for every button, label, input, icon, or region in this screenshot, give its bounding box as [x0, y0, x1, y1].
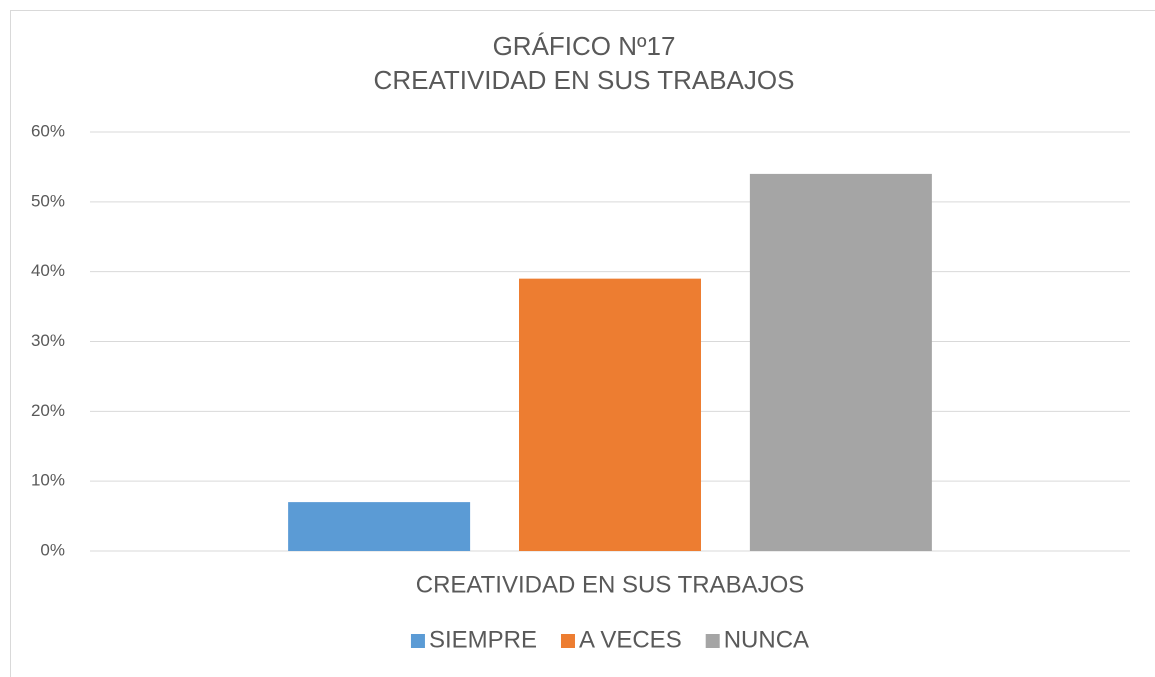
bar: [288, 502, 471, 551]
x-tick-label: CREATIVIDAD EN SUS TRABAJOS: [416, 571, 805, 598]
legend-swatch: [705, 634, 720, 648]
y-tick-label: 20%: [31, 401, 65, 420]
bar: [519, 278, 701, 551]
legend-label: A VECES: [579, 626, 682, 653]
chart-subtitle: CREATIVIDAD EN SUS TRABAJOS: [374, 65, 795, 95]
y-tick-label: 60%: [31, 121, 65, 140]
legend-label: SIEMPRE: [429, 626, 537, 653]
legend-label: NUNCA: [724, 626, 809, 653]
legend-swatch: [410, 634, 425, 648]
chart-title: GRÁFICO Nº17: [493, 31, 676, 61]
y-tick-label: 10%: [31, 471, 65, 490]
y-tick-label: 0%: [40, 540, 65, 559]
y-tick-label: 30%: [31, 331, 65, 350]
bar: [749, 173, 932, 551]
y-tick-label: 40%: [31, 261, 65, 280]
legend-swatch: [560, 634, 575, 648]
y-tick-label: 50%: [31, 191, 65, 210]
